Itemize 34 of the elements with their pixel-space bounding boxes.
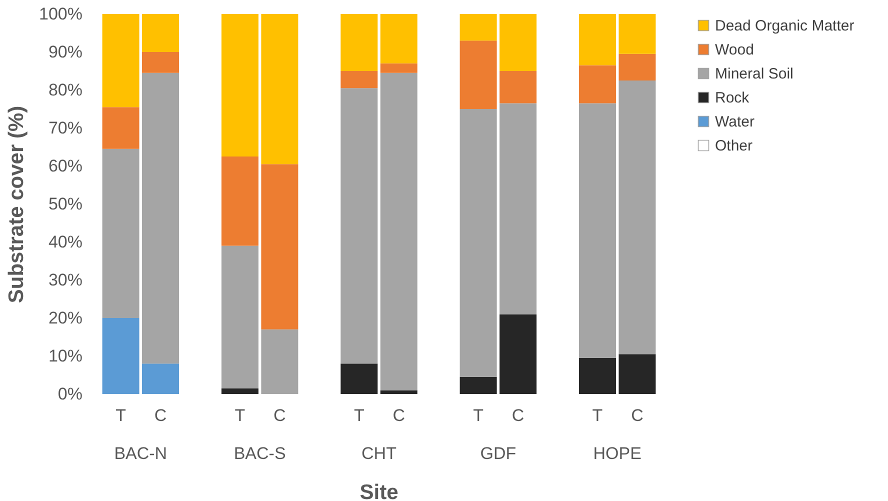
y-tick-label: 10% [48, 346, 82, 366]
legend-label: Rock [715, 90, 750, 106]
y-tick-label: 100% [39, 4, 82, 24]
x-tick-label: T [234, 406, 246, 425]
x-tick-label: C [274, 406, 286, 425]
x-tick-label: T [592, 406, 603, 425]
legend-label: Mineral Soil [715, 66, 794, 82]
text: BAC-S [234, 444, 286, 463]
x-axis-title: Site [360, 481, 398, 501]
y-tick-label: 50% [48, 194, 82, 214]
legend-label: Other [715, 138, 753, 154]
y-tick-label: 80% [48, 80, 82, 100]
text: BAC-N [114, 444, 168, 463]
y-tick-label: 40% [48, 232, 82, 252]
text: GDF [480, 444, 516, 463]
legend-label: Wood [715, 42, 754, 58]
y-tick-label: 90% [48, 42, 82, 62]
y-axis-title: Substrate cover (%) [5, 106, 28, 304]
x-tick-label: T [354, 406, 364, 425]
y-tick-label: 20% [48, 308, 82, 328]
x-tick-label: C [392, 406, 406, 425]
text: CHT [362, 444, 396, 463]
x-tick-label: C [631, 406, 644, 425]
y-tick-label: 30% [48, 270, 82, 290]
y-tick-label: 60% [48, 156, 82, 176]
x-tick-label: T [473, 406, 484, 425]
legend-label: Dead Organic Matter [715, 18, 854, 34]
legend-label: Water [715, 114, 754, 130]
y-tick-label: 0% [58, 384, 82, 404]
y-tick-label: 70% [48, 118, 82, 138]
text: HOPE [593, 444, 642, 463]
x-tick-label: C [154, 406, 167, 425]
x-tick-label: C [512, 406, 524, 425]
x-tick-label: T [116, 406, 126, 425]
